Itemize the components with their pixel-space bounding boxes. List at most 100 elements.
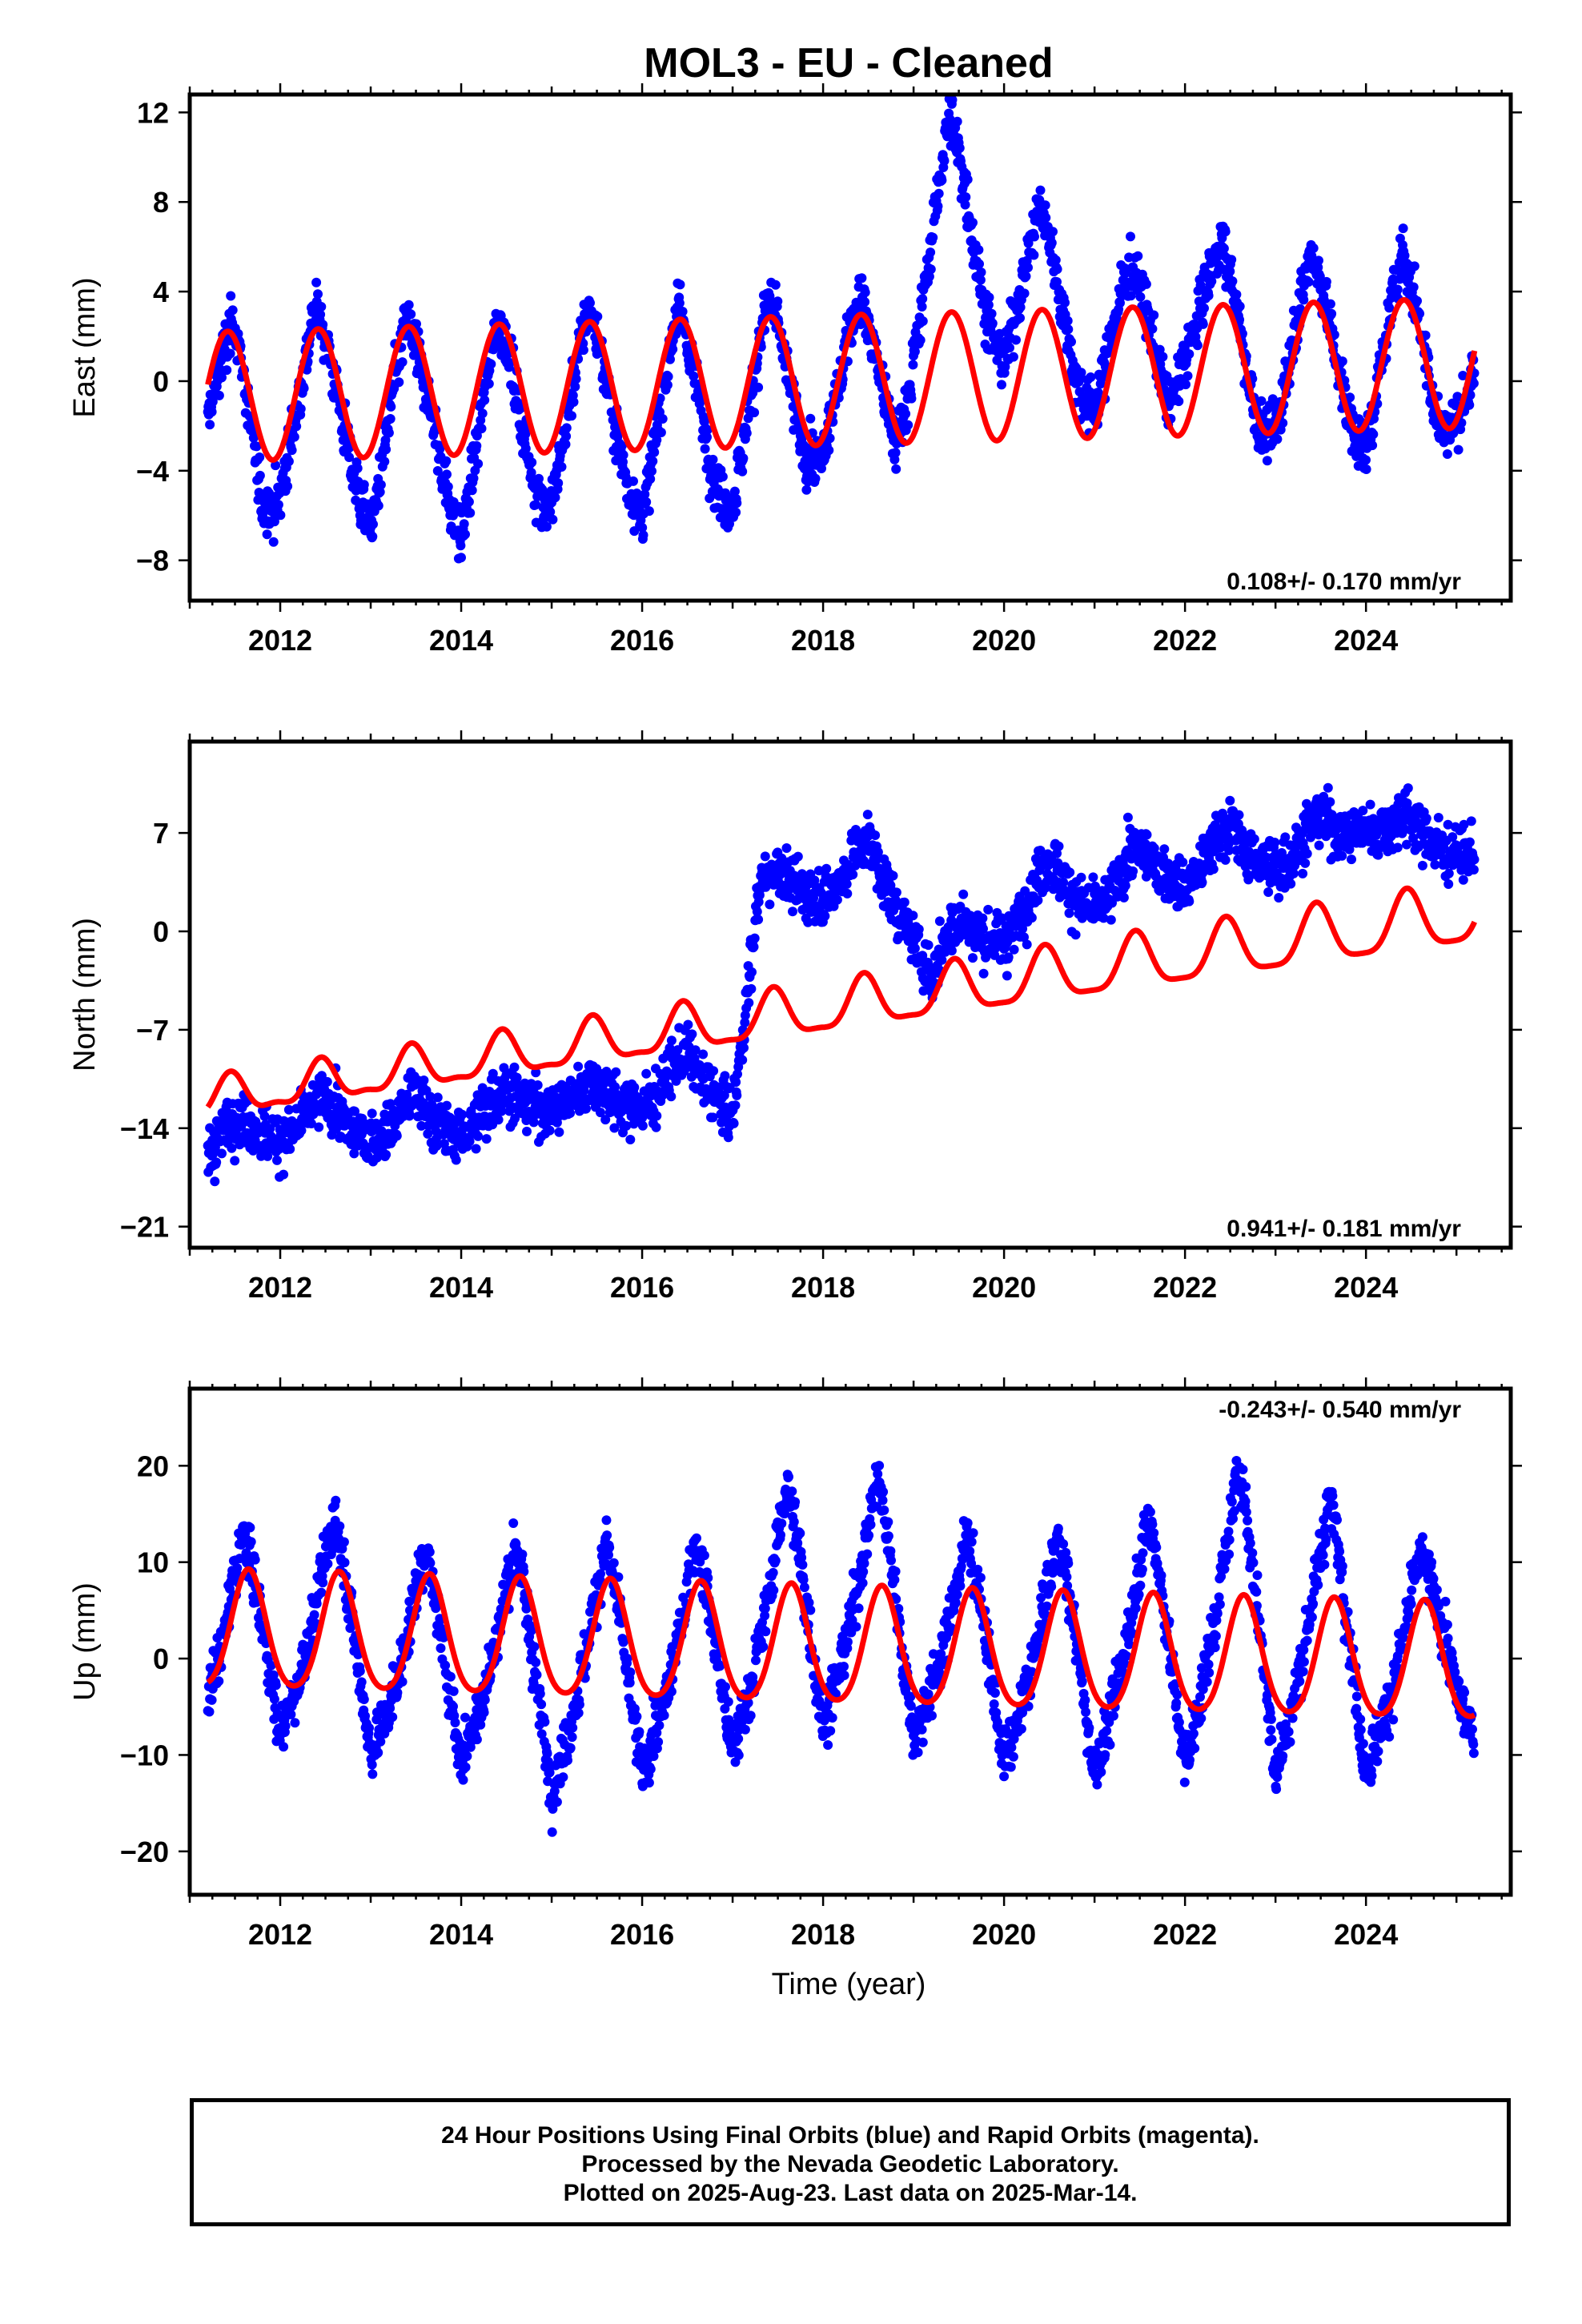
data-point: [554, 1127, 564, 1137]
data-point: [1122, 812, 1133, 822]
data-point: [1060, 297, 1070, 308]
data-point: [652, 435, 662, 445]
data-point: [821, 863, 832, 874]
data-point: [1235, 301, 1245, 312]
data-point: [397, 357, 408, 368]
data-point: [1076, 872, 1086, 883]
data-point: [1325, 299, 1335, 309]
data-point: [753, 382, 764, 392]
x-tick-label: 2022: [1153, 624, 1217, 657]
data-point: [923, 940, 934, 951]
data-point: [656, 428, 666, 437]
data-point: [1323, 782, 1333, 793]
data-point: [526, 468, 536, 478]
data-point: [730, 1100, 741, 1111]
data-point: [222, 365, 232, 376]
data-point: [1128, 866, 1138, 876]
data-point: [451, 1155, 461, 1165]
data-point: [509, 1062, 520, 1072]
rate-label: 0.108+/- 0.170 mm/yr: [1227, 569, 1461, 595]
data-point: [207, 407, 217, 417]
data-point: [1070, 930, 1081, 940]
data-point: [1076, 368, 1086, 378]
data-point: [548, 514, 558, 525]
data-point: [1321, 276, 1331, 287]
data-point: [1249, 834, 1259, 844]
data-point: [285, 1144, 295, 1154]
data-point: [1298, 868, 1308, 879]
data-point: [567, 411, 576, 421]
data-point: [211, 1157, 222, 1168]
data-point: [1327, 308, 1337, 319]
data-point: [1443, 879, 1454, 889]
data-point: [717, 472, 728, 482]
data-point: [473, 459, 484, 469]
data-point: [1008, 352, 1018, 362]
data-point: [391, 1131, 402, 1141]
data-point: [545, 507, 556, 517]
data-point: [1093, 388, 1103, 397]
data-point: [1178, 857, 1188, 867]
data-point: [1314, 255, 1323, 266]
data-point: [1029, 250, 1039, 260]
data-point: [311, 277, 322, 287]
data-point: [1337, 850, 1347, 861]
data-point: [1005, 343, 1014, 353]
data-point: [1086, 372, 1096, 382]
data-point: [271, 460, 281, 471]
data-point: [262, 529, 272, 540]
data-point: [1115, 298, 1125, 308]
data-point: [952, 116, 962, 127]
data-point: [683, 1019, 693, 1030]
data-point: [1302, 849, 1312, 858]
data-point: [484, 379, 494, 389]
data-point: [465, 508, 476, 518]
data-point: [1286, 879, 1296, 889]
data-point: [640, 489, 650, 500]
data-point: [1015, 302, 1026, 312]
data-point: [1225, 795, 1235, 806]
data-point: [359, 480, 369, 490]
data-point: [1009, 944, 1019, 955]
data-point: [570, 381, 580, 392]
data-point: [1158, 352, 1168, 362]
data-point: [644, 506, 654, 517]
data-point: [652, 1111, 662, 1121]
data-point: [987, 318, 998, 328]
data-point: [468, 473, 479, 484]
data-point: [817, 464, 826, 473]
data-point: [383, 428, 394, 438]
data-point: [561, 431, 572, 441]
data-point: [251, 441, 262, 452]
data-point: [908, 911, 918, 921]
data-point: [731, 1077, 741, 1088]
data-point: [1050, 255, 1061, 265]
data-point: [1147, 324, 1158, 334]
data-point: [230, 1156, 240, 1166]
data-point: [1392, 842, 1403, 853]
data-point: [553, 478, 564, 489]
data-point: [1142, 830, 1152, 840]
data-point: [456, 541, 466, 551]
data-point: [1002, 971, 1012, 981]
data-point: [520, 444, 531, 454]
data-point: [913, 924, 924, 935]
data-point: [1358, 806, 1368, 816]
data-point: [1181, 380, 1191, 390]
data-point: [1270, 838, 1280, 847]
data-point: [702, 432, 712, 442]
data-point: [493, 1115, 504, 1125]
data-point: [314, 1122, 324, 1132]
data-point: [1403, 783, 1413, 794]
data-point: [1412, 296, 1422, 306]
data-point: [1417, 860, 1427, 870]
data-point: [820, 911, 830, 921]
data-point: [700, 444, 710, 454]
data-point: [560, 439, 571, 449]
data-point: [1121, 267, 1131, 278]
data-point: [291, 421, 302, 432]
data-point: [472, 440, 482, 451]
data-point: [749, 942, 759, 952]
data-point: [386, 401, 396, 412]
